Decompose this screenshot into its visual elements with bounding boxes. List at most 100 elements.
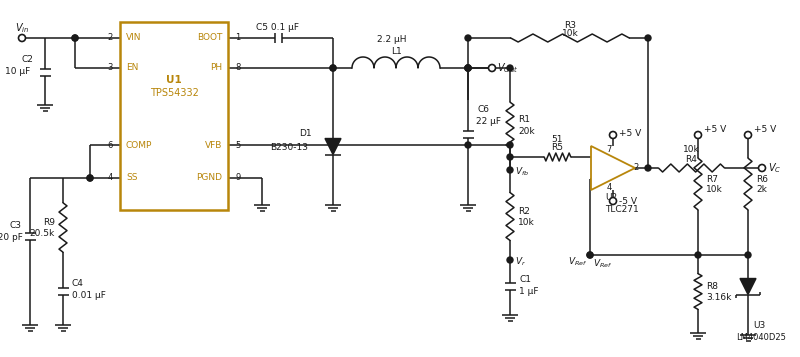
Text: PGND: PGND [196,174,222,182]
Text: BOOT: BOOT [197,34,222,42]
Circle shape [507,154,513,160]
Circle shape [465,65,471,71]
Text: R4: R4 [685,155,697,164]
Text: 20.5k: 20.5k [30,229,55,238]
Text: 1 µF: 1 µF [519,287,538,297]
Text: 5: 5 [235,141,240,150]
Text: 1: 1 [235,34,240,42]
Text: 3.16k: 3.16k [706,293,731,302]
Text: 8: 8 [235,64,240,72]
Circle shape [330,65,336,71]
Circle shape [645,165,651,171]
Text: +: + [596,172,604,182]
Text: C5 0.1 µF: C5 0.1 µF [257,22,299,31]
Circle shape [507,65,513,71]
Circle shape [465,65,471,71]
Text: C2: C2 [21,55,33,65]
Text: VIN: VIN [126,34,142,42]
Circle shape [330,65,336,71]
Text: 820 pF: 820 pF [0,233,23,242]
Circle shape [645,35,651,41]
Text: $V_{Ref}$: $V_{Ref}$ [593,258,613,270]
Text: 10k: 10k [682,146,699,155]
Text: EN: EN [126,64,138,72]
Circle shape [587,252,593,258]
Text: LM4040D25: LM4040D25 [736,332,786,342]
Text: R1: R1 [518,116,530,125]
Text: +5 V: +5 V [754,126,776,135]
Text: 2: 2 [633,164,638,172]
Text: 2.2 µH: 2.2 µH [378,35,406,45]
Polygon shape [591,146,635,190]
Bar [120,22,228,210]
Text: 9: 9 [235,174,240,182]
Circle shape [18,35,26,41]
Text: 2k: 2k [756,186,767,195]
Text: $V_r$: $V_r$ [515,256,526,268]
Text: B230-13: B230-13 [270,142,308,151]
Circle shape [87,175,93,181]
Text: -: - [598,154,602,164]
Text: TPS54332: TPS54332 [150,88,198,98]
Text: C4: C4 [72,278,84,287]
Text: R3: R3 [564,20,576,30]
Text: R8: R8 [706,282,718,291]
Circle shape [610,197,617,205]
Circle shape [489,65,495,71]
Circle shape [507,142,513,148]
Circle shape [694,131,702,139]
Circle shape [507,257,513,263]
Text: 10k: 10k [562,29,578,37]
Text: 10 µF: 10 µF [5,67,30,76]
Text: +5 V: +5 V [619,130,642,139]
Text: SS: SS [126,174,138,182]
Circle shape [465,35,471,41]
Circle shape [87,175,93,181]
Text: 10k: 10k [706,186,722,195]
Text: $V_{in}$: $V_{in}$ [15,21,30,35]
Text: 3: 3 [595,175,600,183]
Text: 0.01 µF: 0.01 µF [72,291,106,300]
Circle shape [72,35,78,41]
Text: $V_C$: $V_C$ [768,161,782,175]
Text: 6: 6 [108,141,113,150]
Circle shape [507,167,513,173]
Text: 4: 4 [606,182,612,191]
Text: R5: R5 [551,144,563,152]
Text: C1: C1 [519,276,531,285]
Text: R9: R9 [43,218,55,227]
Text: $V_{Out}$: $V_{Out}$ [497,61,518,75]
Text: 2: 2 [108,34,113,42]
Text: 10k: 10k [518,218,534,227]
Text: COMP: COMP [126,141,152,150]
Circle shape [745,252,751,258]
Text: U1: U1 [166,75,182,85]
Text: $V_{Ref}$: $V_{Ref}$ [567,256,587,268]
Text: R7: R7 [706,175,718,183]
Circle shape [695,252,701,258]
Text: 7: 7 [606,145,612,154]
Circle shape [587,252,593,258]
Circle shape [745,131,751,139]
Text: +5 V: +5 V [704,126,726,135]
Circle shape [465,142,471,148]
Text: $V_{fb}$: $V_{fb}$ [515,166,529,178]
Text: C6: C6 [478,106,490,115]
Circle shape [610,131,617,139]
Text: D1: D1 [299,130,312,139]
Text: 22 µF: 22 µF [476,117,501,126]
Text: 6: 6 [595,152,600,161]
Text: TLC271: TLC271 [605,205,638,213]
Text: 4: 4 [108,174,113,182]
Text: R6: R6 [756,175,768,183]
Text: 20k: 20k [518,126,534,136]
Circle shape [465,65,471,71]
Text: C3: C3 [9,221,21,230]
Text: U3: U3 [753,321,766,330]
Text: 51: 51 [551,135,562,144]
Text: R2: R2 [518,207,530,216]
Text: 3: 3 [108,64,113,72]
Text: L1: L1 [390,47,402,56]
Circle shape [465,65,471,71]
Text: -5 V: -5 V [619,197,637,206]
